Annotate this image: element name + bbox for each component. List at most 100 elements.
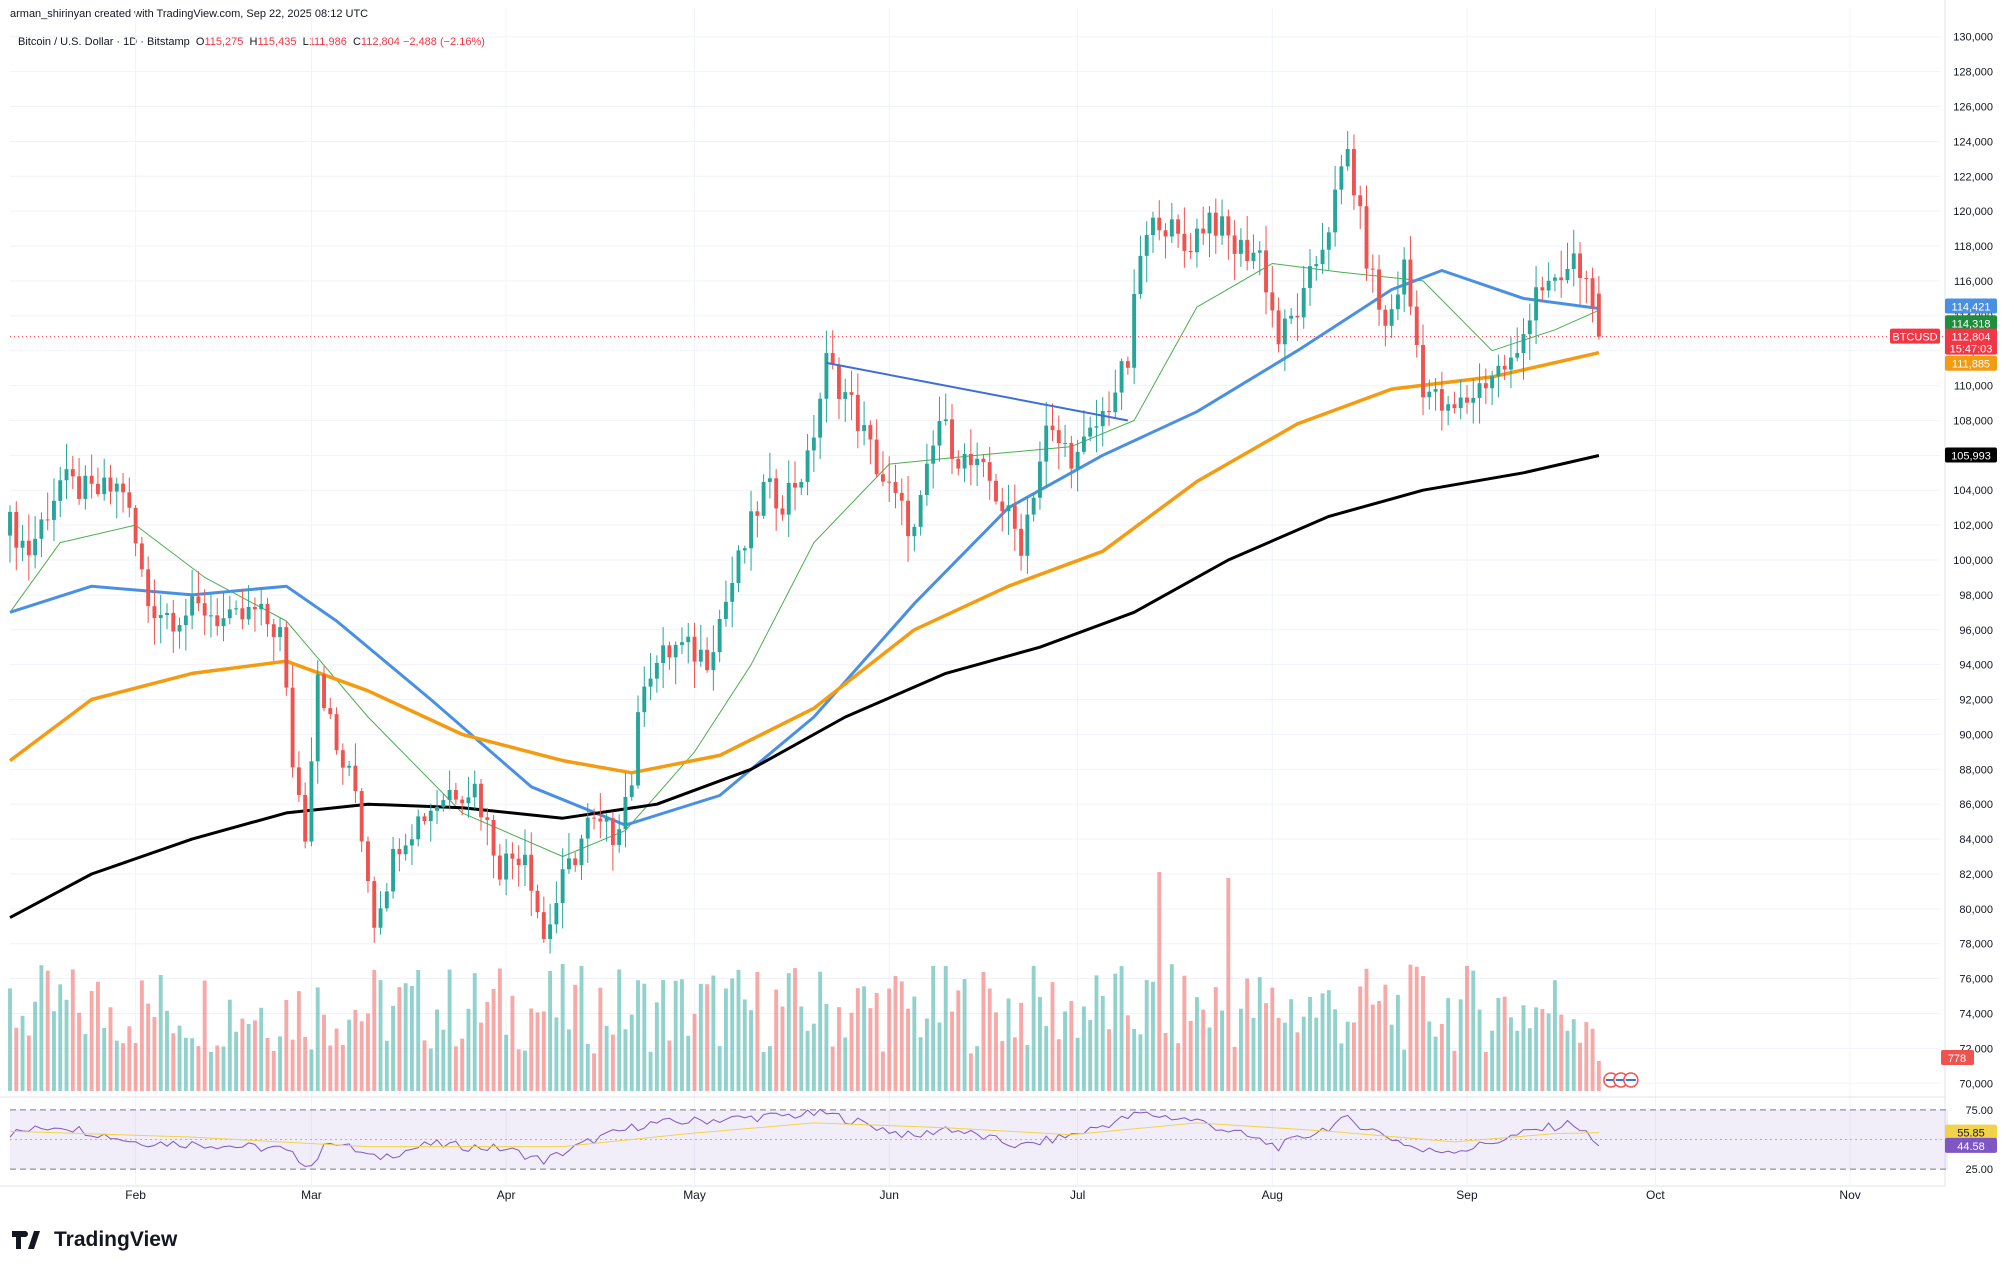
candle-body — [698, 649, 703, 662]
candle-body — [303, 795, 308, 842]
candle-body — [705, 649, 710, 671]
candle-body — [1509, 357, 1513, 370]
candle-body — [1157, 217, 1162, 231]
volume-bar — [1207, 1027, 1212, 1091]
y-tick-label: 82,000 — [1959, 869, 1993, 881]
volume-bar — [667, 1040, 672, 1091]
volume-bar — [1100, 995, 1105, 1091]
candle-body — [793, 482, 797, 488]
trendline[interactable] — [826, 361, 1129, 422]
volume-bar — [52, 1011, 56, 1091]
volume-bar — [1232, 1046, 1237, 1091]
candle-body — [585, 817, 590, 839]
volume-bar — [378, 980, 383, 1091]
candle-body — [1515, 353, 1520, 358]
y-tick-label: 124,000 — [1953, 136, 1993, 148]
volume-bar — [322, 1014, 326, 1091]
volume-bar — [146, 1003, 151, 1091]
candle-body — [39, 519, 44, 539]
candle-body — [924, 463, 929, 496]
candle-body — [479, 783, 483, 818]
candle-body — [912, 526, 917, 537]
ma50-tag-value: 114,421 — [1952, 301, 1991, 313]
y-tick-label: 128,000 — [1953, 67, 1993, 79]
volume-bar — [26, 1035, 31, 1091]
candle-body — [648, 678, 653, 687]
candle-body — [654, 662, 659, 679]
volume-bar — [1320, 993, 1325, 1091]
volume-bar — [629, 1014, 634, 1091]
candle-body — [880, 474, 885, 482]
candle-body — [1056, 430, 1061, 444]
volume-bar — [1521, 1005, 1526, 1091]
candle-body — [862, 425, 867, 431]
volume-bar — [1590, 1028, 1595, 1091]
volume-bar — [1289, 999, 1294, 1091]
volume-bar — [893, 975, 898, 1091]
candle-body — [1295, 315, 1300, 318]
volume-bar — [453, 1046, 458, 1091]
candle-body — [1276, 310, 1281, 345]
volume-bar — [1439, 1023, 1444, 1091]
candle-body — [1527, 320, 1532, 335]
btcusd-tag-value: 112,804 — [1952, 332, 1991, 344]
volume-bar — [315, 987, 320, 1091]
candle-body — [830, 353, 835, 365]
candle-body — [1006, 505, 1011, 512]
candle-body — [366, 841, 370, 882]
candle-body — [1220, 216, 1225, 236]
volume-bar — [880, 1051, 885, 1091]
x-tick-label: Mar — [301, 1188, 322, 1202]
candle-body — [1314, 264, 1319, 267]
volume-bar — [1377, 1000, 1382, 1091]
volume-bar — [868, 1008, 873, 1091]
volume-bar — [1144, 980, 1149, 1091]
candle-body — [623, 796, 628, 830]
y-tick-label: 94,000 — [1959, 660, 1993, 672]
volume-bar — [711, 975, 716, 1091]
volume-bar — [1056, 1039, 1061, 1091]
volume-bar — [1245, 978, 1250, 1091]
candle-body — [1358, 195, 1363, 207]
volume-bar — [64, 999, 69, 1091]
candle-body — [510, 853, 515, 859]
candle-body — [1590, 278, 1595, 308]
volume-bar — [372, 969, 377, 1091]
volume-bar — [1446, 998, 1451, 1091]
volume-bar — [1006, 998, 1011, 1091]
candle-body — [1100, 411, 1105, 427]
candle-body — [987, 462, 992, 481]
volume-bar — [686, 1035, 691, 1091]
candle-body — [1119, 361, 1124, 393]
candle-body — [171, 612, 176, 632]
volume-bar — [246, 1023, 251, 1091]
candle-body — [460, 799, 465, 804]
volume-bar — [742, 999, 747, 1091]
candle-body — [730, 582, 735, 602]
ma200-tag-value: 105,993 — [1951, 450, 1991, 462]
candle-body — [1383, 309, 1388, 326]
volume-bar — [1226, 878, 1231, 1091]
volume-bar — [171, 1033, 176, 1091]
candle-body — [617, 829, 622, 845]
volume-bar — [1025, 1045, 1030, 1091]
volume-bar — [403, 983, 408, 1091]
moving-averages — [8, 263, 1600, 919]
candle-body — [1333, 189, 1338, 233]
candle-body — [102, 477, 107, 495]
volume-bar — [623, 1029, 628, 1091]
ohlc-open: O115,275 — [195, 36, 244, 48]
volume-bar — [309, 1049, 314, 1091]
volume-bar — [1270, 987, 1275, 1091]
volume-bar — [981, 971, 986, 1091]
candle-body — [1075, 451, 1080, 469]
volume-bar — [799, 1006, 804, 1091]
x-tick-label: Oct — [1646, 1188, 1665, 1202]
candle-body — [1458, 397, 1463, 409]
candle-body — [868, 425, 873, 440]
volume-bar — [761, 1052, 766, 1091]
candles — [8, 131, 1601, 954]
candle-body — [1496, 365, 1501, 377]
candle-body — [573, 858, 578, 866]
